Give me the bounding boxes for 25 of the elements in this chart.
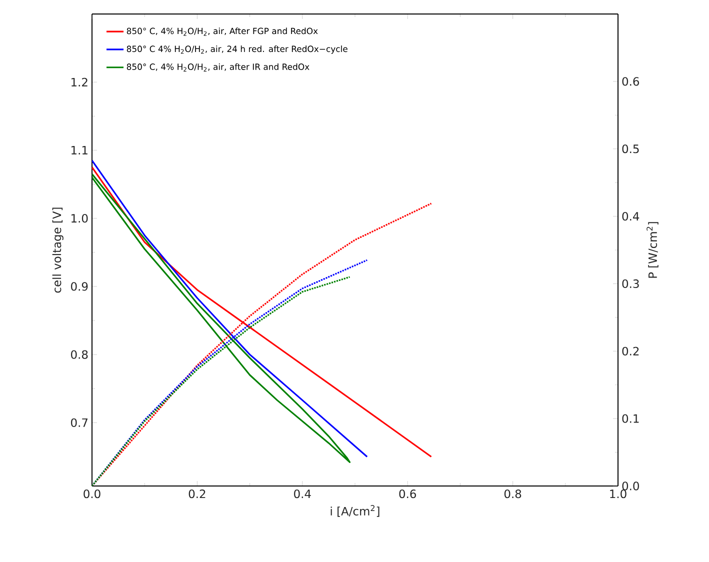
x-tick-label: 0.4 <box>294 490 311 498</box>
x-tick-label: 0.6 <box>399 490 416 498</box>
y-tick-label: 1.1 <box>72 146 88 154</box>
y-tick-label: 0.7 <box>71 418 88 427</box>
y2-tick-label: 0.0 <box>622 482 639 490</box>
y2-tick-label: 0.3 <box>622 279 639 288</box>
x-tick-label: 0.2 <box>188 490 206 498</box>
y2-axis-title: P [W/cm$^{2}$] <box>646 222 658 278</box>
y-axis-title: cell voltage [V] <box>52 208 64 293</box>
x-tick-label: 0.0 <box>84 490 100 498</box>
y-tick-label: 0.8 <box>71 350 88 359</box>
legend-label: 850° C, 4% H$_{2}$O/H$_{2}$, air, after IR and RedOx <box>126 63 310 72</box>
y2-tick-label: 0.6 <box>622 77 640 86</box>
y2-tick-label: 0.2 <box>622 346 639 356</box>
x-tick-label: 1.0 <box>610 490 626 498</box>
y-tick-label: 1.0 <box>72 214 88 223</box>
x-axis-title: i [A/cm$^{2}$] <box>330 505 380 517</box>
y2-tick-label: 0.5 <box>622 144 639 154</box>
y2-tick-label: 0.4 <box>622 212 640 221</box>
legend-label: 850° C, 4% H$_{2}$O/H$_{2}$, air, After FGP and RedOx <box>126 28 318 36</box>
y-tick-label: 0.9 <box>71 282 88 291</box>
y-tick-label: 1.2 <box>72 78 88 86</box>
legend-label: 850° C 4% H$_{2}$O/H$_{2}$, air, 24 h red. after RedOx−cycle <box>126 46 348 54</box>
x-tick-label: 0.8 <box>504 490 522 498</box>
y2-tick-label: 0.1 <box>622 414 639 423</box>
